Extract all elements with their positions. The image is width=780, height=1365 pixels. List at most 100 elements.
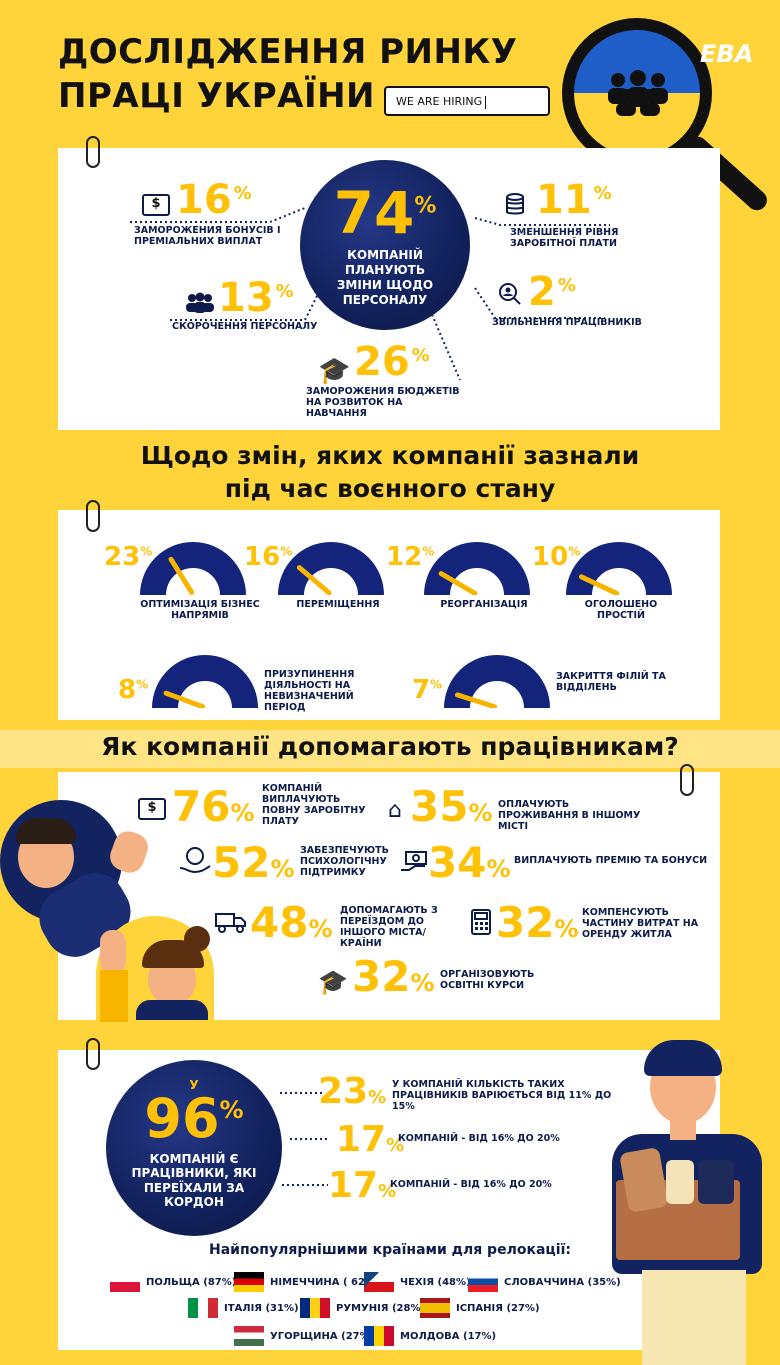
country-italy: Італія (31%) (188, 1298, 299, 1318)
stat-13-label: Скорочення персоналу (172, 321, 318, 332)
money-icon: $ (138, 798, 166, 820)
gauge-value: 23% (104, 542, 153, 572)
moldova-flag-icon (364, 1326, 394, 1346)
stat-26: 26% (354, 339, 430, 385)
section3-title-band (0, 730, 780, 768)
paperclip-icon (86, 136, 100, 168)
help-stat-32-courses-label: Організовують освітні курси (440, 969, 535, 991)
support-icon (179, 847, 211, 874)
help-stat-32-rent-label: Компенсують частину витрат на оренду жит… (582, 907, 699, 940)
house-icon: ⌂ (388, 798, 402, 823)
romania-flag-icon (300, 1298, 330, 1318)
gauge-value: 16% (244, 542, 293, 572)
paperclip-icon (680, 764, 694, 796)
help-stat-35-label: Оплачують проживання в іншому місті (498, 799, 641, 832)
country-name: Чехія (48%) (400, 1277, 471, 1288)
country-name: Італія (31%) (224, 1303, 299, 1314)
title-line-1: Дослідження ринку (58, 32, 518, 72)
gauge-value: 10% (532, 542, 581, 572)
main-stat-label: компаній планують зміни щодо персоналу (336, 248, 434, 307)
relocation-prefix: У (189, 1078, 199, 1092)
poland-flag-icon (110, 1272, 140, 1292)
graduation-cap-icon: 🎓 (318, 356, 351, 386)
man-hair (16, 818, 76, 844)
country-slovakia: Словаччина (35%) (468, 1272, 621, 1292)
country-romania: Румунія (28%) (300, 1298, 425, 1318)
relocation-row1-label: У компаній кількість таких працівників в… (392, 1079, 612, 1112)
help-stat-76-label: Компаній виплачують повну заробітну плат… (262, 783, 366, 827)
coins-icon (506, 193, 524, 215)
help-stat-34: 34% (428, 838, 511, 887)
italy-flag-icon (188, 1298, 218, 1318)
title-line-2: праці України (58, 76, 376, 117)
country-name: Румунія (28%) (336, 1303, 426, 1314)
traveler-hair (644, 1040, 722, 1076)
woman-bun (184, 926, 210, 952)
relocation-row1-value: 23% (318, 1071, 387, 1112)
czechia-flag-icon (364, 1272, 394, 1292)
cash-hand-icon (401, 851, 427, 871)
help-stat-48-label: Допомагають з переїздом до іншого міста/… (340, 905, 438, 949)
ukraine-flag-lens (574, 30, 700, 156)
money-icon: $ (142, 194, 170, 216)
calculator-icon (471, 909, 491, 935)
relocation-connectors (280, 1092, 328, 1186)
hiring-text: WE ARE HIRING (396, 95, 483, 108)
relocation-row3-label: компаній - від 16% до 20% (390, 1179, 552, 1190)
gauge-value: 12% (386, 542, 435, 572)
relocation-value: 96 (144, 1087, 220, 1150)
help-stat-76: 76% (172, 782, 255, 831)
country-hungary: Угорщина (27%) (234, 1326, 374, 1346)
help-stat-48: 48% (250, 898, 333, 947)
paperclip-icon (86, 1038, 100, 1070)
paperclip-icon (86, 500, 100, 532)
box-item-2 (666, 1160, 694, 1204)
section2-title: Щодо змін, яких компанії зазнали під час… (0, 440, 780, 505)
help-stat-34-label: Виплачують премію та бонуси (514, 855, 708, 866)
hungary-flag-icon (234, 1326, 264, 1346)
help-stat-32-rent: 32% (496, 898, 579, 947)
page-title: Дослідження ринку праці України (58, 30, 517, 118)
relocation-label: компаній є працівники, які переїхали за … (131, 1152, 257, 1210)
country-name: Німеччина ( 62%) (270, 1277, 380, 1288)
search-person-icon (499, 283, 521, 305)
stat-11-label: Зменшення рівня заробітної плати (510, 227, 619, 249)
gauge-value: 8% (118, 675, 149, 705)
woman-arm (100, 970, 128, 1022)
stat-13: 13% (218, 275, 294, 321)
traveler-pants (642, 1270, 746, 1365)
stat-2-label: Звільнення працівників (492, 317, 642, 328)
spain-flag-icon (420, 1298, 450, 1318)
team-icon (608, 70, 668, 116)
country-name: Молдова (17%) (400, 1331, 497, 1342)
gauge-label: Призупинення діяльності на невизначений … (264, 669, 355, 713)
gauge-label: Оголошено простій (584, 599, 658, 621)
countries-title: Найпопулярнішими країнами для релокації: (209, 1242, 571, 1258)
stat-16: 16% (176, 177, 252, 223)
help-stat-35: 35% (410, 782, 493, 831)
country-name: Польща (87%) (146, 1277, 237, 1288)
help-stat-52: 52% (212, 838, 295, 887)
relocation-row3-value: 17% (328, 1165, 397, 1206)
relocation-circle: У 96% компаній є працівники, які переїха… (106, 1060, 282, 1236)
gauge-label: Оптимізація бізнес напрямів (140, 599, 260, 621)
relocation-row2-value: 17% (336, 1119, 405, 1160)
stat-2: 2% (528, 269, 576, 315)
hiring-search-box: WE ARE HIRING (384, 86, 550, 116)
country-name: Іспанія (27%) (456, 1303, 540, 1314)
traveler-neck (670, 1118, 696, 1140)
truck-icon (215, 913, 246, 933)
eba-logo: EBA (700, 40, 754, 68)
help-stat-32-courses: 32% (352, 952, 435, 1001)
country-spain: Іспанія (27%) (420, 1298, 540, 1318)
country-name: Словаччина (35%) (504, 1277, 621, 1288)
woman-hand (100, 930, 126, 974)
gauge-value: 7% (412, 675, 443, 705)
country-germany: Німеччина ( 62%) (234, 1272, 380, 1292)
main-stat-value: 74 (333, 179, 415, 247)
country-name: Угорщина (27%) (270, 1331, 375, 1342)
box-item-3 (698, 1160, 734, 1204)
gauge-label: Переміщення (296, 599, 380, 610)
section2-title-line1: Щодо змін, яких компанії зазнали (140, 441, 640, 470)
woman-body (136, 1000, 208, 1020)
